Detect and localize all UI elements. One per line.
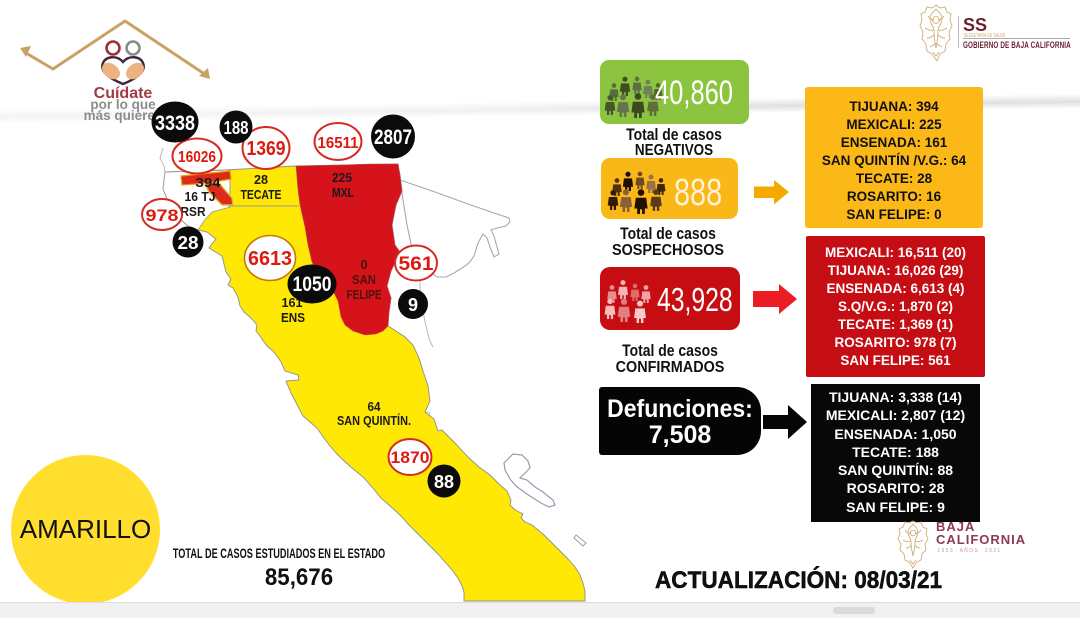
svg-text:188: 188 bbox=[224, 118, 249, 138]
svg-text:394: 394 bbox=[196, 175, 222, 190]
svg-text:2807: 2807 bbox=[374, 126, 412, 149]
svg-text:6613: 6613 bbox=[248, 248, 292, 270]
svg-text:28: 28 bbox=[178, 233, 199, 253]
svg-text:1050: 1050 bbox=[293, 273, 332, 296]
svg-text:MXL: MXL bbox=[332, 185, 354, 200]
svg-text:16026: 16026 bbox=[178, 149, 216, 166]
svg-text:SAN: SAN bbox=[352, 272, 376, 287]
svg-text:28: 28 bbox=[254, 172, 268, 187]
svg-text:561: 561 bbox=[399, 254, 434, 275]
svg-text:FELIPE: FELIPE bbox=[347, 287, 382, 302]
svg-text:88: 88 bbox=[434, 472, 454, 492]
svg-text:0: 0 bbox=[360, 257, 367, 272]
svg-text:16 TJ: 16 TJ bbox=[185, 189, 216, 204]
svg-text:978: 978 bbox=[146, 206, 179, 225]
svg-text:SAN QUINTÍN.: SAN QUINTÍN. bbox=[337, 413, 411, 428]
svg-text:16511: 16511 bbox=[318, 135, 359, 152]
svg-text:1870: 1870 bbox=[391, 448, 430, 467]
svg-text:ENS: ENS bbox=[281, 310, 305, 325]
svg-text:1369: 1369 bbox=[247, 138, 286, 160]
svg-text:64: 64 bbox=[368, 399, 382, 414]
svg-text:9: 9 bbox=[408, 295, 418, 315]
svg-text:225: 225 bbox=[332, 170, 352, 185]
svg-text:3338: 3338 bbox=[155, 112, 195, 135]
svg-text:RSR: RSR bbox=[181, 204, 207, 219]
svg-text:TECATE: TECATE bbox=[241, 187, 282, 202]
